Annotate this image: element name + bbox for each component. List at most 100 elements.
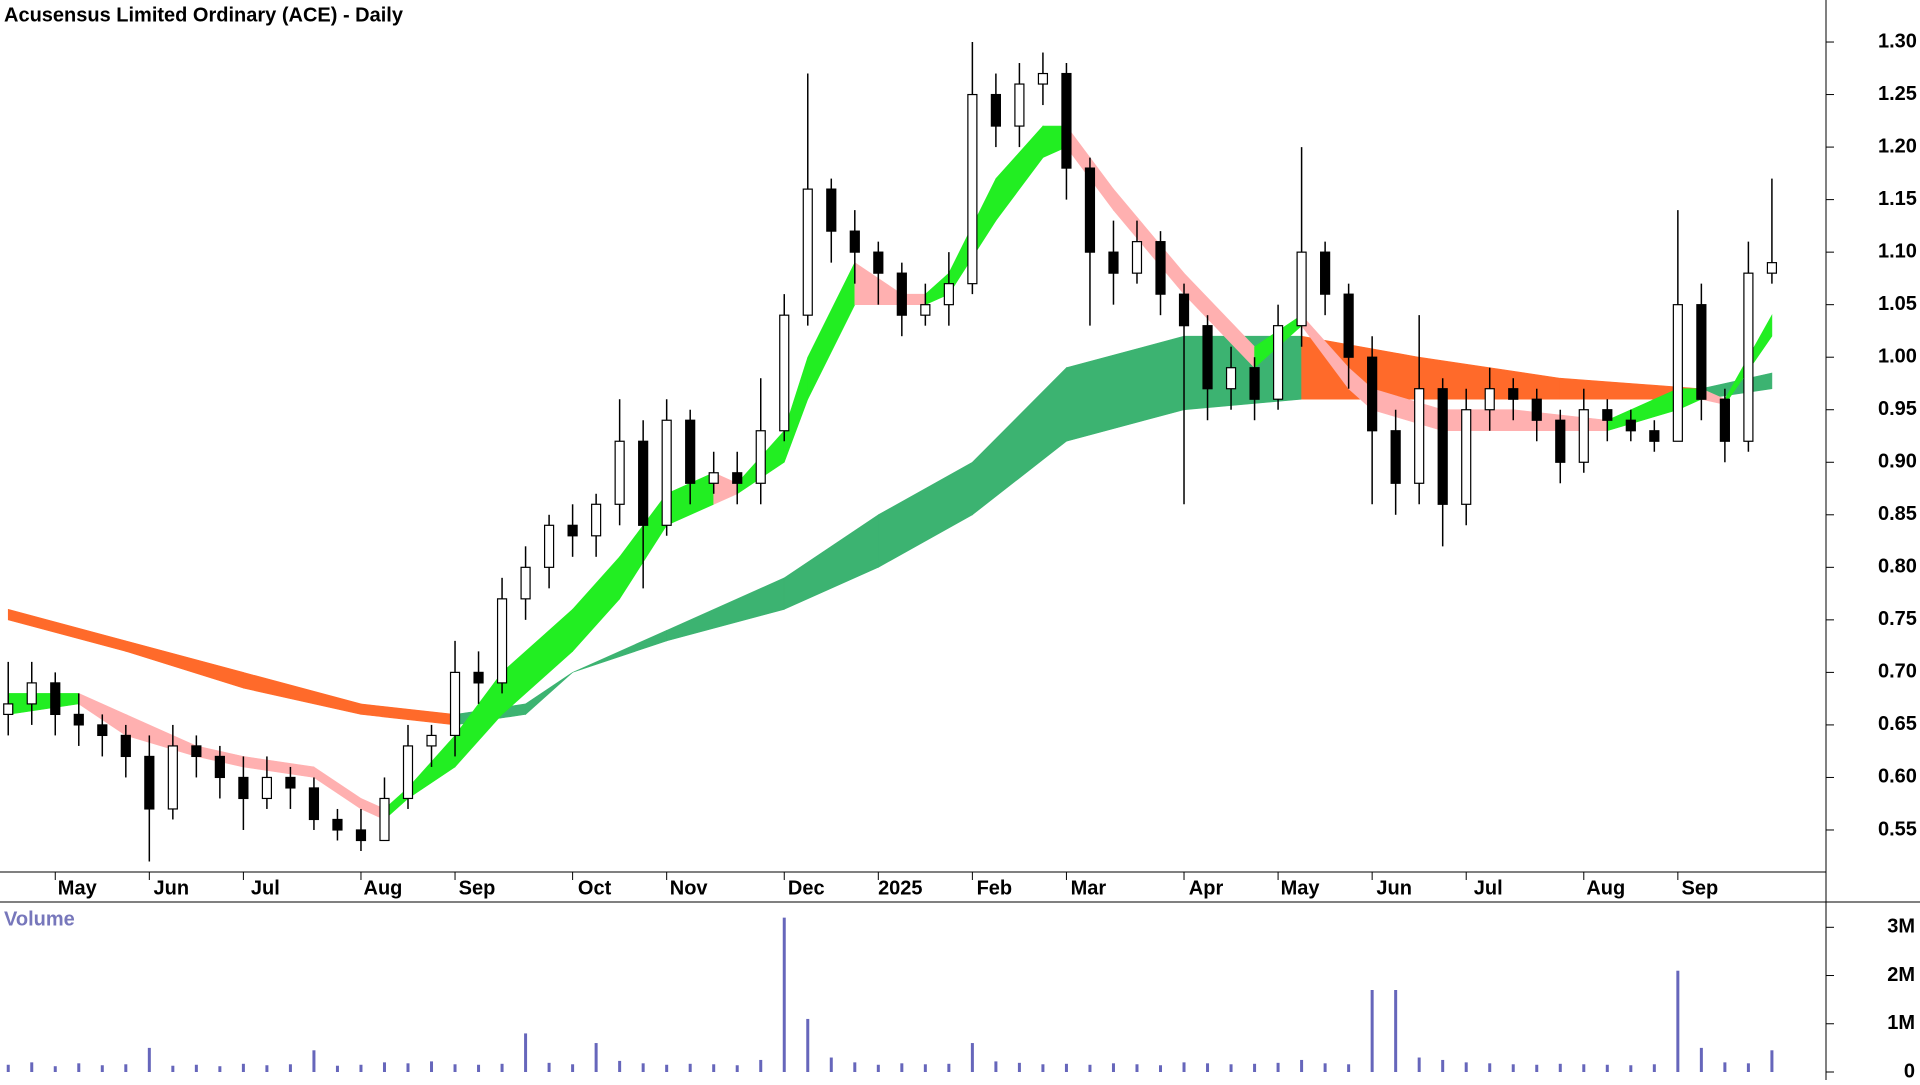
candle-body bbox=[1766, 262, 1778, 274]
volume-bar bbox=[335, 1065, 339, 1072]
candle-body bbox=[1225, 367, 1237, 390]
y-tick-label: 1.25 bbox=[1878, 83, 1917, 105]
x-tick-label: Sep bbox=[459, 877, 496, 899]
candle-body bbox=[1108, 251, 1119, 274]
y-tick-label: 2M bbox=[1887, 964, 1915, 986]
volume-bar bbox=[30, 1062, 34, 1072]
candle-body bbox=[1178, 293, 1190, 327]
y-tick-label: 1.00 bbox=[1878, 345, 1917, 367]
x-tick-label: Jun bbox=[154, 877, 190, 899]
volume-bar bbox=[1253, 1063, 1257, 1072]
candle-body bbox=[967, 93, 978, 285]
ma-band bbox=[7, 693, 80, 715]
volume-bar bbox=[171, 1065, 175, 1072]
candle-body bbox=[708, 472, 719, 484]
candle-body bbox=[661, 419, 672, 526]
volume-bar bbox=[1370, 990, 1374, 1072]
candle-body bbox=[1696, 304, 1707, 400]
candle-body bbox=[214, 755, 225, 779]
y-tick-label: 1.30 bbox=[1878, 30, 1917, 52]
volume-bar bbox=[1041, 1064, 1045, 1072]
candle-body bbox=[614, 440, 625, 505]
volume-bar bbox=[218, 1066, 222, 1072]
volume-bar bbox=[900, 1063, 904, 1072]
candle-body bbox=[1719, 398, 1730, 442]
volume-bar bbox=[1746, 1063, 1750, 1072]
candle-body bbox=[355, 829, 367, 842]
y-tick-label: 1.15 bbox=[1878, 188, 1917, 210]
candle-body bbox=[896, 272, 907, 316]
candle-body bbox=[261, 776, 273, 800]
volume-bar bbox=[829, 1057, 833, 1072]
candle-body bbox=[449, 671, 461, 737]
candle-body bbox=[238, 776, 249, 800]
volume-bar bbox=[806, 1018, 810, 1072]
candle-body bbox=[1437, 388, 1448, 505]
candle-body bbox=[1531, 398, 1542, 421]
candle-body bbox=[943, 283, 954, 306]
candle-body bbox=[1414, 388, 1425, 484]
y-tick-label: 0.75 bbox=[1878, 608, 1917, 630]
y-tick-label: 1.10 bbox=[1878, 240, 1917, 262]
candle-body bbox=[1625, 419, 1636, 432]
candle-body bbox=[402, 745, 414, 800]
candle-body bbox=[1367, 356, 1378, 432]
volume-bar bbox=[124, 1064, 128, 1072]
candle-body bbox=[826, 188, 837, 232]
ma-band bbox=[1066, 335, 1185, 442]
volume-bar bbox=[1723, 1062, 1727, 1072]
volume-bar bbox=[688, 1063, 692, 1072]
x-tick-label: Aug bbox=[364, 877, 403, 899]
volume-bar bbox=[1464, 1062, 1468, 1072]
y-tick-label: 0 bbox=[1904, 1060, 1915, 1080]
candle-body bbox=[73, 713, 84, 726]
volume-bar bbox=[359, 1064, 363, 1072]
volume-bar bbox=[1535, 1064, 1539, 1072]
volume-bar bbox=[1558, 1063, 1562, 1072]
volume-bar bbox=[1417, 1057, 1421, 1072]
y-tick-label: 1M bbox=[1887, 1012, 1915, 1034]
candle-body bbox=[1037, 72, 1049, 85]
volume-bar bbox=[1511, 1064, 1515, 1072]
volume-bar bbox=[288, 1064, 292, 1072]
x-tick-label: Nov bbox=[670, 877, 709, 899]
volume-title: Volume bbox=[4, 908, 75, 930]
x-tick-label: Sep bbox=[1682, 877, 1719, 899]
candle-body bbox=[426, 734, 437, 747]
volume-bar bbox=[547, 1062, 551, 1072]
candle-body bbox=[1014, 83, 1025, 127]
candle-body bbox=[638, 440, 649, 526]
candle-body bbox=[1578, 409, 1589, 463]
volume-bar bbox=[759, 1059, 763, 1072]
volume-bar bbox=[382, 1062, 386, 1072]
volume-bar bbox=[1699, 1047, 1703, 1072]
volume-bar bbox=[618, 1060, 622, 1072]
candle-body bbox=[1272, 325, 1284, 400]
volume-bar bbox=[1111, 1063, 1115, 1072]
volume-bar bbox=[1770, 1050, 1774, 1072]
ma-band bbox=[807, 262, 856, 400]
volume-bar bbox=[594, 1043, 598, 1072]
x-tick-label: May bbox=[1281, 877, 1321, 899]
candle-body bbox=[1155, 241, 1166, 295]
volume-bar bbox=[147, 1047, 151, 1072]
x-tick-label: May bbox=[58, 877, 98, 899]
x-tick-label: Jul bbox=[1474, 877, 1503, 899]
x-tick-label: 2025 bbox=[878, 877, 923, 899]
volume-bar bbox=[641, 1063, 645, 1072]
candle-body bbox=[520, 566, 531, 600]
volume-bar bbox=[853, 1062, 857, 1072]
y-tick-label: 1.05 bbox=[1878, 293, 1917, 315]
y-tick-label: 0.65 bbox=[1878, 713, 1917, 735]
volume-bar bbox=[77, 1063, 81, 1072]
candle-body bbox=[191, 745, 202, 758]
candle-body bbox=[1602, 409, 1613, 421]
candle-body bbox=[849, 230, 860, 253]
ma-band bbox=[243, 671, 362, 715]
candle-body bbox=[144, 755, 155, 810]
volume-bar bbox=[665, 1064, 669, 1072]
y-tick-label: 0.55 bbox=[1878, 818, 1917, 840]
candle-body bbox=[332, 818, 343, 831]
candle-body bbox=[50, 682, 61, 716]
